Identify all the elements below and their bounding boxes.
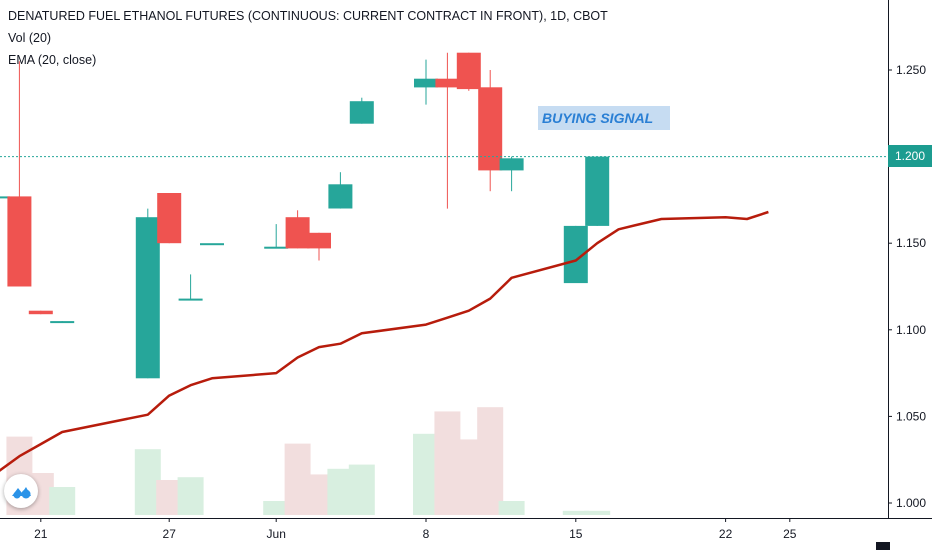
candle-body-5	[157, 193, 182, 244]
x-tick-label-3: 8	[423, 527, 430, 541]
candle-body-15	[456, 52, 481, 90]
buying-signal-annotation: BUYING SIGNAL	[538, 106, 670, 130]
volume-bar-15	[498, 501, 525, 515]
candle-body-2	[28, 310, 53, 315]
candle-body-1	[7, 196, 32, 287]
candle-body-9	[285, 217, 310, 249]
candle-body-4	[135, 217, 160, 379]
candle-body-12	[349, 101, 374, 124]
candle-body-13	[414, 78, 438, 88]
x-tick-label-2: Jun	[267, 527, 286, 541]
tradingview-logo-icon[interactable]	[4, 474, 38, 508]
volume-bar-2	[49, 487, 76, 515]
volume-bar-16	[562, 510, 589, 515]
ema-legend[interactable]: EMA (20, close)	[8, 53, 97, 67]
candle-body-7	[200, 243, 224, 246]
time-axis[interactable]: 21 27 Jun 8 15 22 25	[34, 518, 797, 541]
candle-body-0	[0, 196, 10, 199]
candle-body-6	[178, 298, 203, 301]
volume-bar-5	[177, 477, 204, 515]
x-tick-label-0: 21	[34, 527, 48, 541]
x-tick-label-4: 15	[569, 527, 583, 541]
y-tick-label-5: 1.000	[896, 496, 926, 510]
candle-body-3	[50, 321, 75, 324]
candle-body-11	[328, 184, 353, 209]
y-tick-label-0: 1.250	[896, 63, 926, 77]
time-axis-marker	[876, 542, 890, 550]
x-tick-label-1: 27	[163, 527, 177, 541]
x-tick-label-5: 22	[719, 527, 733, 541]
volume-bar-14	[477, 407, 504, 515]
candle-body-8	[264, 246, 289, 249]
candle-body-17	[499, 158, 524, 171]
candle-body-19	[585, 156, 610, 226]
volume-bar-17	[584, 510, 611, 515]
tradingview-logo-icon	[12, 487, 31, 499]
candle-body-14	[435, 78, 460, 88]
y-tick-label-4: 1.050	[896, 409, 926, 423]
volume-legend[interactable]: Vol (20)	[8, 31, 52, 45]
candle-layer	[0, 52, 610, 379]
x-tick-label-6: 25	[783, 527, 797, 541]
volume-layer	[6, 407, 611, 515]
ema-layer	[0, 210, 769, 472]
volume-bar-6	[263, 501, 290, 515]
ema-line	[0, 210, 769, 472]
chart-title: DENATURED FUEL ETHANOL FUTURES (CONTINUO…	[8, 9, 608, 23]
last-price-label: 1.200	[888, 145, 932, 167]
candle-body-16	[478, 87, 503, 171]
y-tick-label-3: 1.100	[896, 323, 926, 337]
volume-bar-10	[348, 464, 375, 515]
candle-body-10	[307, 232, 331, 249]
y-tick-label-2: 1.150	[896, 236, 926, 250]
